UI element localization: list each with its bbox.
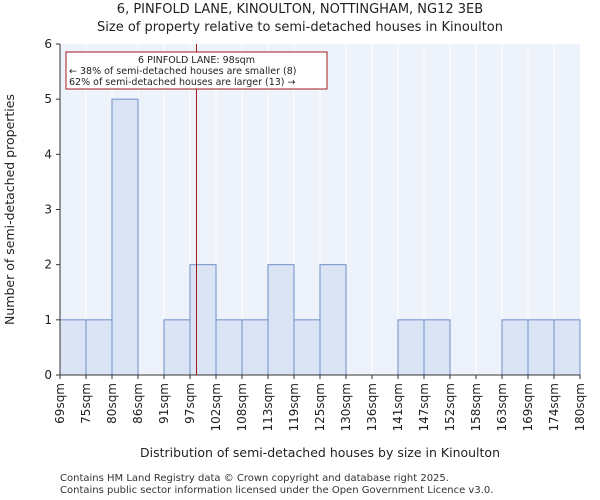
annotation-line-3: 62% of semi-detached houses are larger (…: [69, 77, 296, 88]
x-tick-label: 130sqm: [339, 383, 353, 431]
chart-subtitle: Size of property relative to semi-detach…: [97, 20, 503, 35]
x-tick-label: 147sqm: [417, 383, 431, 431]
x-tick-label: 169sqm: [521, 383, 535, 431]
histogram-bar: [189, 264, 217, 376]
histogram-bar: [85, 319, 113, 376]
histogram-chart: 0 1 2 3 4 5 6 69sqm 75sqm 80sqm 86sqm 91sqm 97sqm 10…: [2, 37, 587, 460]
y-tick-label: 1: [44, 313, 52, 327]
x-tick-label: 125sqm: [313, 383, 327, 431]
x-tick-label: 158sqm: [469, 383, 483, 431]
x-tick-label: 119sqm: [287, 383, 301, 431]
histogram-bar: [215, 319, 243, 376]
y-tick-label: 6: [44, 37, 52, 51]
histogram-bar: [163, 319, 191, 376]
x-tick-label: 152sqm: [443, 383, 457, 431]
y-tick-label: 4: [44, 147, 52, 161]
x-tick-label: 91sqm: [157, 383, 171, 424]
x-tick-label: 102sqm: [209, 383, 223, 431]
annotation-line-2: ← 38% of semi-detached houses are smalle…: [69, 66, 297, 77]
y-tick-label: 3: [44, 203, 52, 217]
histogram-bar: [527, 319, 555, 376]
histogram-bar: [319, 264, 347, 376]
x-tick-label: 113sqm: [261, 383, 275, 431]
annotation-box: 6 PINFOLD LANE: 98sqm ← 38% of semi-deta…: [65, 51, 328, 90]
histogram-bar: [293, 319, 321, 376]
x-tick-label: 180sqm: [573, 383, 587, 431]
y-tick-label: 2: [44, 258, 52, 272]
x-tick-label: 141sqm: [391, 383, 405, 431]
x-tick-label: 80sqm: [105, 383, 119, 424]
footer-licence: Contains public sector information licen…: [60, 485, 494, 496]
x-tick-label: 136sqm: [365, 383, 379, 431]
x-tick-label: 108sqm: [235, 383, 249, 431]
histogram-bar: [501, 319, 529, 376]
histogram-bar: [397, 319, 425, 376]
histogram-bar: [59, 319, 87, 376]
histogram-bar: [553, 319, 581, 376]
histogram-bar: [241, 319, 269, 376]
x-axis-label: Distribution of semi-detached houses by …: [140, 445, 500, 460]
y-axis-label: Number of semi-detached properties: [2, 94, 17, 325]
histogram-bar: [267, 264, 295, 376]
x-tick-label: 75sqm: [79, 383, 93, 424]
y-tick-label: 5: [44, 92, 52, 106]
histogram-bar: [423, 319, 451, 376]
footer-copyright: Contains HM Land Registry data © Crown c…: [60, 473, 449, 484]
x-tick-label: 97sqm: [183, 383, 197, 424]
x-tick-label: 86sqm: [131, 383, 145, 424]
annotation-line-1: 6 PINFOLD LANE: 98sqm: [138, 55, 255, 66]
chart-title: 6, PINFOLD LANE, KINOULTON, NOTTINGHAM, …: [116, 2, 484, 17]
annotation-box-border: [65, 51, 328, 90]
y-tick-label: 0: [44, 368, 52, 382]
histogram-bar: [111, 98, 139, 376]
x-tick-label: 69sqm: [53, 383, 67, 424]
x-tick-label: 163sqm: [495, 383, 509, 431]
x-tick-label: 174sqm: [547, 383, 561, 431]
